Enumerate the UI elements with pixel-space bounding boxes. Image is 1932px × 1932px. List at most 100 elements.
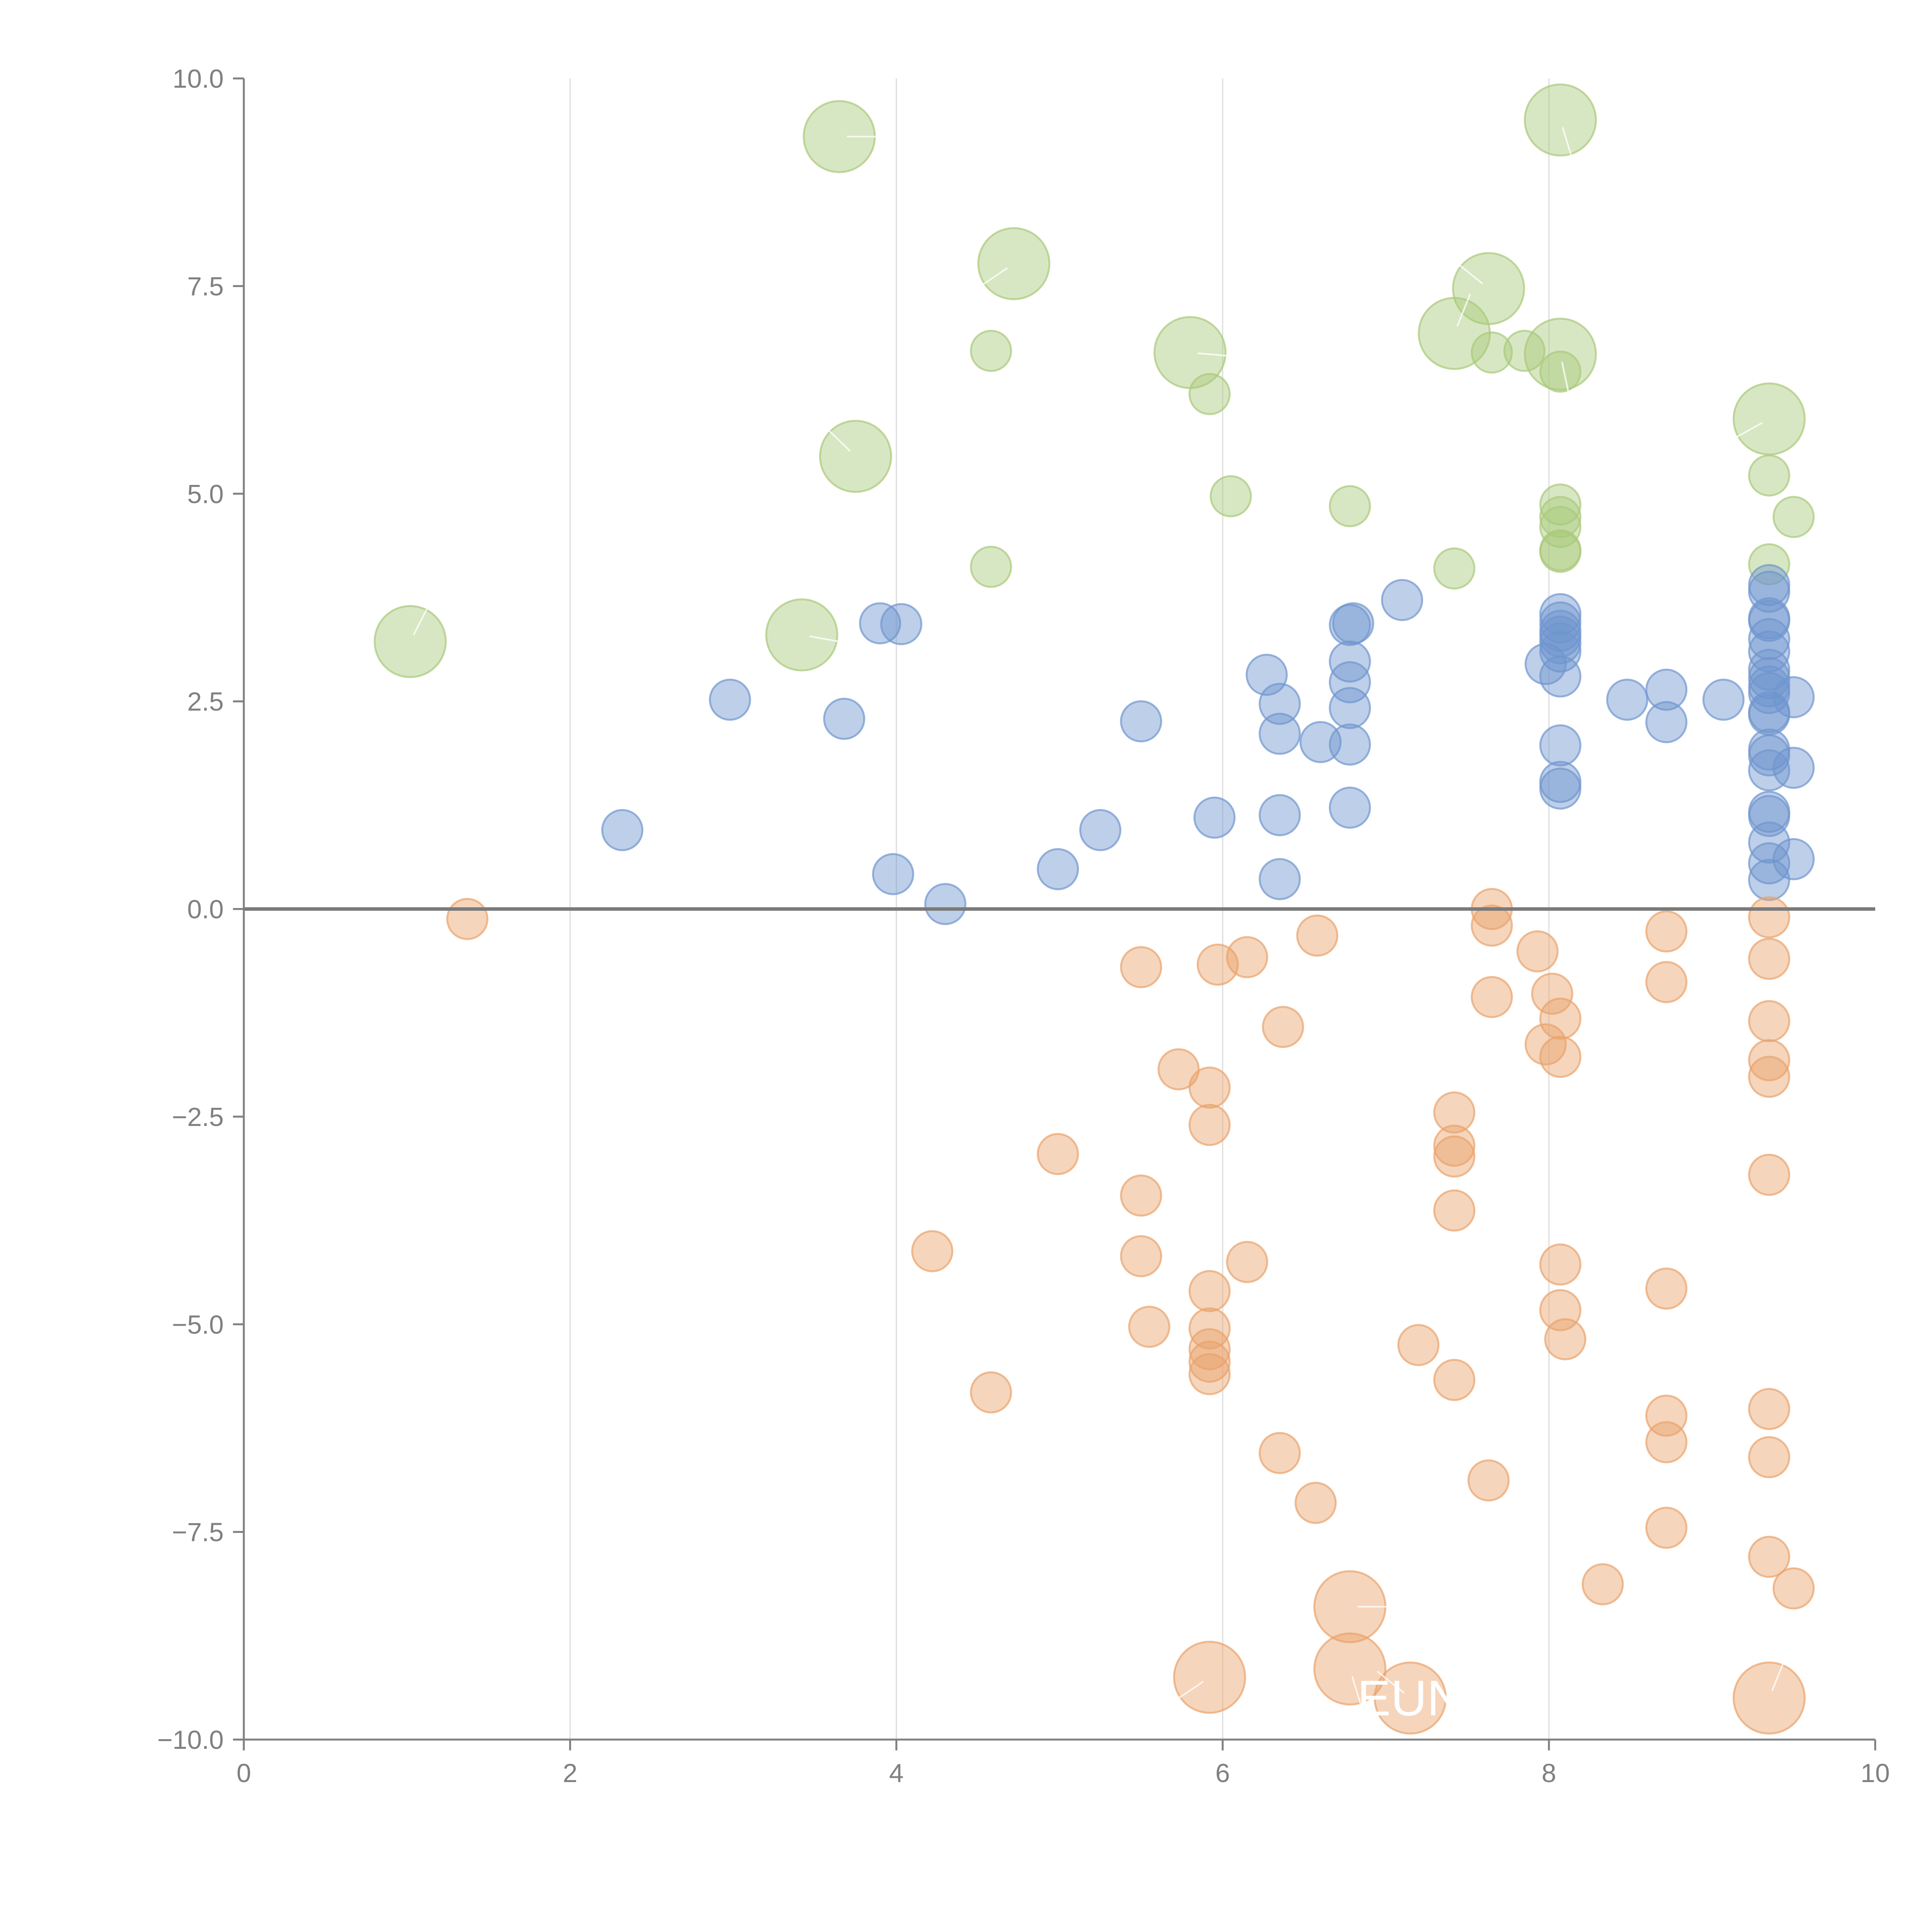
orange-bubble [1645, 1267, 1688, 1310]
blue-bubble [1748, 749, 1791, 792]
orange-bubble [1748, 1436, 1791, 1478]
orange-bubble [1374, 1662, 1447, 1735]
green-bubble [970, 546, 1012, 588]
orange-bubble [1128, 1306, 1170, 1348]
orange-bubble [1259, 1432, 1301, 1474]
green-bubble [1539, 350, 1582, 393]
blue-bubble [1539, 724, 1582, 767]
blue-bubble [880, 603, 922, 645]
orange-bubble [1262, 1006, 1304, 1048]
orange-bubble [1188, 1104, 1231, 1146]
green-bubble [1539, 483, 1582, 526]
orange-bubble [1467, 1459, 1510, 1502]
blue-bubble [1772, 676, 1815, 718]
leader-line [809, 635, 844, 643]
blue-bubble [1329, 723, 1371, 766]
x-tick-label: 2 [563, 1759, 577, 1788]
blue-bubble [1259, 794, 1301, 837]
blue-bubble [1381, 579, 1423, 621]
orange-bubble [1772, 1567, 1815, 1610]
y-tick-label: 5.0 [187, 480, 224, 509]
leader-line [1561, 361, 1570, 396]
blue-bubble [1259, 858, 1301, 900]
leader-line [1376, 1670, 1405, 1694]
orange-bubble [1539, 1036, 1582, 1078]
leader-line [1456, 294, 1471, 327]
green-bubble [1433, 547, 1476, 590]
leader-line [1731, 422, 1763, 440]
green-bubble [1539, 496, 1582, 538]
y-tick-label: 10.0 [173, 64, 224, 94]
orange-bubble [911, 1230, 954, 1272]
green-bubble [1503, 330, 1546, 372]
green-bubble [1329, 485, 1371, 527]
blue-bubble [872, 853, 914, 895]
green-bubble [1524, 83, 1597, 156]
green-bubble [1539, 506, 1582, 548]
orange-bubble [1645, 1421, 1688, 1463]
green-bubble [1539, 529, 1582, 571]
orange-bubble [1296, 914, 1338, 957]
orange-bubble [1226, 936, 1269, 978]
blue-bubble [1332, 602, 1374, 645]
orange-bubble [1471, 904, 1513, 947]
green-bubble [1733, 382, 1806, 456]
green-bubble [1209, 475, 1252, 517]
leader-line [1351, 1676, 1363, 1710]
orange-bubble [446, 898, 488, 940]
orange-bubble [1433, 1359, 1476, 1401]
blue-bubble [1259, 713, 1301, 755]
orange-bubble [1188, 1066, 1231, 1109]
orange-bubble [1157, 1048, 1200, 1090]
bubble-annotation: EUN [1357, 1670, 1463, 1726]
blue-bubble [1748, 600, 1791, 642]
green-bubble [1524, 318, 1597, 391]
x-tick-label: 0 [236, 1759, 251, 1788]
orange-bubble [1531, 973, 1573, 1015]
y-tick-label: −10.0 [157, 1725, 224, 1755]
blue-bubble [1539, 767, 1582, 810]
orange-bubble [1748, 937, 1791, 980]
orange-bubble [1173, 1641, 1246, 1714]
leader-line [1771, 1658, 1786, 1691]
orange-bubble [1748, 1056, 1791, 1098]
orange-bubble [1188, 1328, 1231, 1371]
blue-bubble [1329, 786, 1371, 829]
x-tick-label: 10 [1861, 1759, 1890, 1788]
y-tick-label: −2.5 [172, 1102, 224, 1132]
green-bubble [1772, 496, 1815, 538]
orange-bubble [1539, 997, 1582, 1040]
blue-bubble [709, 679, 751, 721]
orange-bubble [1188, 1353, 1231, 1395]
orange-bubble [1582, 1563, 1624, 1605]
orange-bubble [1120, 1174, 1162, 1217]
blue-bubble [1606, 679, 1648, 721]
blue-bubble [1539, 655, 1582, 698]
y-tick-label: 7.5 [187, 272, 224, 301]
orange-bubble [1188, 1340, 1231, 1383]
green-bubble [374, 605, 447, 678]
orange-bubble [1539, 1243, 1582, 1286]
blue-bubble [1037, 848, 1079, 890]
blue-bubble [1748, 734, 1791, 777]
blue-bubble [1748, 618, 1791, 660]
y-tick-label: −7.5 [172, 1518, 224, 1547]
orange-bubble [1748, 1000, 1791, 1043]
blue-bubble [1702, 679, 1745, 721]
green-bubble [1748, 454, 1791, 497]
leader-line [1562, 127, 1574, 161]
annotation-layer: EUN [413, 127, 1786, 1726]
blue-bubble [1645, 668, 1688, 711]
leader-line [978, 267, 1008, 288]
leader-line [1174, 1681, 1204, 1702]
blue-bubble [1079, 809, 1122, 851]
x-tick-label: 6 [1215, 1759, 1230, 1788]
orange-bubble [1471, 976, 1513, 1018]
orange-bubble [1748, 896, 1791, 939]
orange-bubble [1226, 1241, 1269, 1283]
orange-bubble [1748, 1039, 1791, 1082]
leader-line [824, 426, 851, 452]
orange-bubble [1645, 910, 1688, 953]
